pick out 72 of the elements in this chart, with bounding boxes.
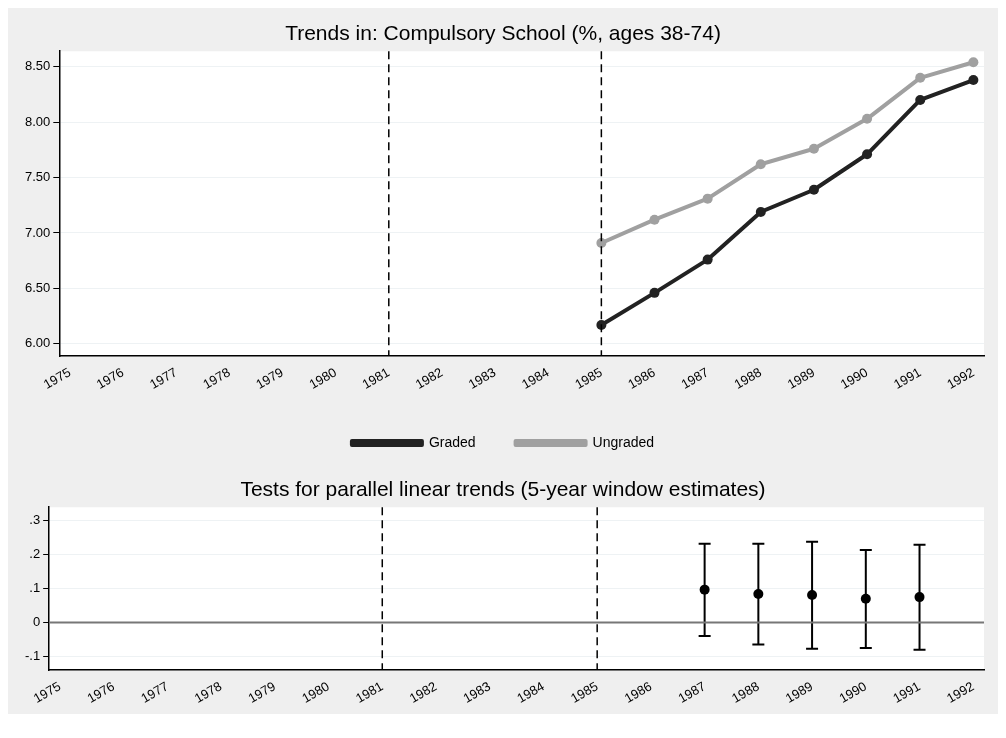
x-tick-label: 1977 <box>146 364 180 392</box>
point <box>968 57 979 68</box>
x-tick-label: 1989 <box>782 678 816 706</box>
x-tick-label: 1979 <box>245 678 279 706</box>
x-tick-label: 1978 <box>200 364 233 392</box>
x-tick-label: 1977 <box>138 678 171 706</box>
x-tick-label: 1987 <box>675 678 708 706</box>
point <box>808 184 819 195</box>
point <box>968 75 979 86</box>
x-tick-label: 1982 <box>412 364 446 392</box>
legend-label: Graded <box>428 433 476 450</box>
x-tick-label: 1990 <box>837 364 871 392</box>
y-tick-label: 8.00 <box>24 113 51 129</box>
x-tick-label: 1991 <box>891 364 924 392</box>
x-tick-label: 1985 <box>572 364 605 392</box>
point <box>860 593 871 604</box>
x-tick-label: 1976 <box>93 364 127 392</box>
x-tick-label: 1985 <box>567 678 601 706</box>
x-tick-label: 1987 <box>678 364 711 392</box>
x-tick-label: 1983 <box>465 364 499 392</box>
x-tick-label: 1990 <box>836 678 870 706</box>
x-tick-label: 1992 <box>944 364 977 392</box>
x-tick-label: 1976 <box>84 678 117 706</box>
x-tick-label: 1979 <box>253 364 286 392</box>
y-tick-label: .3 <box>29 512 41 528</box>
point <box>808 143 819 154</box>
x-tick-label: 1989 <box>784 364 818 392</box>
x-tick-label: 1975 <box>40 364 74 392</box>
point <box>862 149 873 160</box>
point <box>702 254 713 265</box>
y-tick-label: 6.50 <box>24 279 51 295</box>
chart-title: Tests for parallel linear trends (5-year window estimates) <box>240 477 766 501</box>
y-tick-label: .1 <box>29 580 41 596</box>
y-tick-label: -.1 <box>25 648 41 664</box>
point <box>702 193 713 204</box>
chart-title: Trends in: Compulsory School (%, ages 38-74) <box>285 21 721 45</box>
point <box>915 72 926 83</box>
x-tick-label: 1982 <box>406 678 440 706</box>
point <box>755 206 766 217</box>
x-tick-label: 1986 <box>621 678 655 706</box>
x-tick-label: 1975 <box>30 678 64 706</box>
x-tick-label: 1986 <box>625 364 658 392</box>
y-tick-label: 7.00 <box>24 224 51 240</box>
x-tick-label: 1984 <box>518 364 552 392</box>
x-tick-label: 1978 <box>191 678 225 706</box>
point <box>807 590 818 601</box>
point <box>755 159 766 170</box>
x-tick-label: 1984 <box>514 678 547 706</box>
y-tick-label: 8.50 <box>24 58 51 74</box>
point <box>649 287 660 298</box>
y-tick-label: 6.00 <box>24 335 51 351</box>
y-tick-label: 7.50 <box>24 169 51 185</box>
point <box>914 592 925 603</box>
point <box>596 319 607 330</box>
point <box>649 214 660 225</box>
point <box>596 237 607 248</box>
point <box>753 589 764 600</box>
legend-label: Ungraded <box>592 433 655 450</box>
point <box>699 584 710 595</box>
x-tick-label: 1988 <box>731 364 765 392</box>
x-tick-label: 1981 <box>353 678 386 706</box>
x-tick-label: 1988 <box>729 678 762 706</box>
x-tick-label: 1981 <box>359 364 393 392</box>
x-tick-label: 1991 <box>890 678 923 706</box>
x-tick-label: 1980 <box>306 364 339 392</box>
point <box>862 113 873 124</box>
y-tick-label: 0 <box>32 614 41 630</box>
x-tick-label: 1983 <box>460 678 494 706</box>
y-tick-label: .2 <box>29 546 41 562</box>
x-tick-label: 1992 <box>944 678 977 706</box>
x-tick-label: 1980 <box>299 678 332 706</box>
point <box>915 94 926 105</box>
